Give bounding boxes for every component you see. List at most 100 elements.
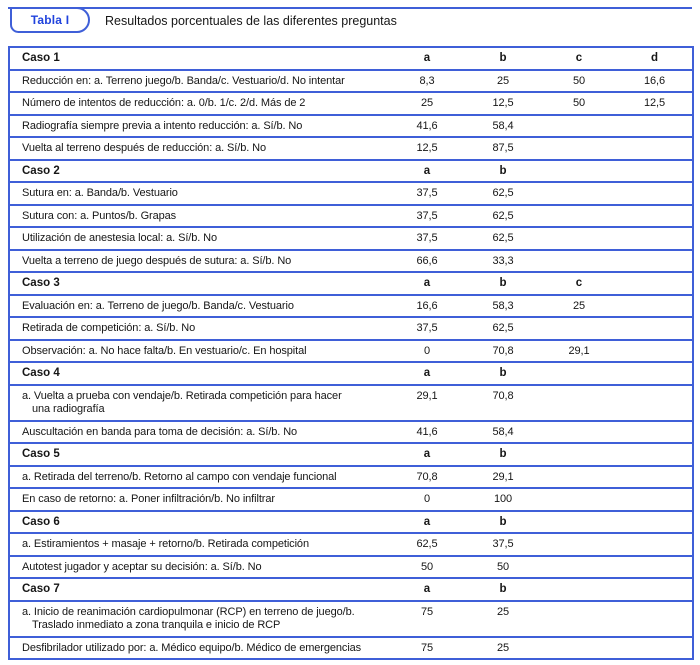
value-cell: 25 xyxy=(389,91,465,115)
question-label-cell: Vuelta al terreno después de reducción: … xyxy=(9,136,389,160)
value-cell xyxy=(541,203,617,227)
question-label: a. Vuelta a prueba con vendaje/b. Retira… xyxy=(22,389,342,402)
value-cell: 29,1 xyxy=(465,464,541,488)
value-cell: 37,5 xyxy=(389,203,465,227)
column-letter: b xyxy=(499,52,507,64)
value-cell: 70,8 xyxy=(465,338,541,362)
question-label: Sutura con: a. Puntos/b. Grapas xyxy=(22,209,177,222)
value-cell: 70,8 xyxy=(465,383,541,421)
value-cell xyxy=(617,338,693,362)
value-cell xyxy=(617,181,693,205)
table-row: a. Inicio de reanimación cardiopulmonar … xyxy=(9,599,693,637)
value-cell xyxy=(541,113,617,137)
value-cell: 58,4 xyxy=(465,419,541,443)
question-label: Sutura en: a. Banda/b. Vestuario xyxy=(22,187,178,199)
column-letter: a xyxy=(389,442,465,466)
value-cell xyxy=(617,248,693,272)
value-cell xyxy=(541,136,617,160)
value-cell xyxy=(541,599,617,637)
value-cell: 62,5 xyxy=(389,532,465,556)
value-cell xyxy=(617,383,693,421)
value-cell: 25 xyxy=(465,599,541,637)
question-label-cell: Observación: a. No hace falta/b. En vest… xyxy=(9,338,389,362)
value-cell: 75 xyxy=(389,599,465,637)
value-cell xyxy=(617,554,693,578)
value-cell xyxy=(617,136,693,160)
value-cell: 16,6 xyxy=(389,293,465,317)
value-cell: 29,1 xyxy=(541,338,617,362)
table-row: a. Vuelta a prueba con vendaje/b. Retira… xyxy=(9,383,693,421)
column-letter xyxy=(541,158,617,182)
column-letter xyxy=(541,442,617,466)
value-cell: 62,5 xyxy=(465,203,541,227)
question-label: Evaluación en: a. Terreno de juego/b. Ba… xyxy=(22,299,294,312)
question-label: Utilización de anestesia local: a. Sí/b.… xyxy=(22,232,218,244)
question-label-cell: a. Estiramientos + masaje + retorno/b. R… xyxy=(9,532,389,556)
value-cell: 25 xyxy=(465,635,541,659)
table-row: Vuelta a terreno de juego después de sut… xyxy=(9,248,693,272)
table-row: a. Retirada del terreno/b. Retorno al ca… xyxy=(9,464,693,488)
value-cell: 66,6 xyxy=(389,248,465,272)
value-cell: 41,6 xyxy=(389,419,465,443)
value-cell: 29,1 xyxy=(389,383,465,421)
question-label-cell: a. Retirada del terreno/b. Retorno al ca… xyxy=(9,464,389,488)
value-cell: 100 xyxy=(465,487,541,511)
table-caption-band: Tabla I Resultados porcentuales de las d… xyxy=(8,7,692,37)
column-letter: c xyxy=(541,271,617,295)
value-cell: 37,5 xyxy=(389,316,465,340)
column-letter: a xyxy=(389,361,465,385)
table-row: Retirada de competición: a. Sí/b. No 37,5… xyxy=(9,316,693,340)
table-badge: Tabla I xyxy=(10,7,90,33)
value-cell xyxy=(617,113,693,137)
table-row: Radiografía siempre previa a intento red… xyxy=(9,113,693,137)
value-cell xyxy=(541,181,617,205)
value-cell xyxy=(617,419,693,443)
question-label: a. Estiramientos + masaje + retorno/b. R… xyxy=(22,538,309,550)
column-letter xyxy=(617,442,693,466)
section-title: Caso 2 xyxy=(9,158,389,182)
value-cell xyxy=(541,226,617,250)
table-row: Evaluación en: a. Terreno de juego/b. Ba… xyxy=(9,293,693,317)
value-cell xyxy=(617,599,693,637)
question-label: Vuelta a terreno de juego después de sut… xyxy=(22,254,292,267)
section-title: Caso 6 xyxy=(9,509,389,533)
value-cell: 75 xyxy=(389,635,465,659)
value-cell: 62,5 xyxy=(465,316,541,340)
value-cell xyxy=(541,383,617,421)
question-label: Observación: a. No hace falta/b. En vest… xyxy=(22,344,307,357)
column-letter: d xyxy=(650,52,659,64)
value-cell: 70,8 xyxy=(389,464,465,488)
question-label: Retirada de competición: a. Sí/b. No xyxy=(22,322,196,334)
top-rule xyxy=(8,7,692,9)
question-label-cell: Autotest jugador y aceptar su decisión: … xyxy=(9,554,389,578)
value-cell: 25 xyxy=(541,293,617,317)
value-cell: 12,5 xyxy=(389,136,465,160)
column-letter xyxy=(617,271,693,295)
question-label: Número de intentos de reducción: a. 0/b.… xyxy=(22,97,306,109)
value-cell: 8,3 xyxy=(389,68,465,92)
question-label-cell: Auscultación en banda para toma de decis… xyxy=(9,419,389,443)
value-cell xyxy=(617,487,693,511)
section-title: Caso 5 xyxy=(9,442,389,466)
question-label: Autotest jugador y aceptar su decisión: … xyxy=(22,560,262,573)
question-label-cell: Sutura en: a. Banda/b. Vestuario xyxy=(9,181,389,205)
question-label-cell: Vuelta a terreno de juego después de sut… xyxy=(9,248,389,272)
question-label-cell: a. Inicio de reanimación cardiopulmonar … xyxy=(9,599,389,637)
table-row: Desfibrilador utilizado por: a. Médico e… xyxy=(9,635,693,659)
value-cell: 41,6 xyxy=(389,113,465,137)
value-cell: 50 xyxy=(541,91,617,115)
value-cell xyxy=(541,554,617,578)
value-cell: 58,3 xyxy=(465,293,541,317)
column-letter xyxy=(541,577,617,601)
question-label-cell: a. Vuelta a prueba con vendaje/b. Retira… xyxy=(9,383,389,421)
table-row: Auscultación en banda para toma de decis… xyxy=(9,419,693,443)
value-cell xyxy=(617,464,693,488)
section-header-row: Caso 1 a b c d xyxy=(9,47,693,70)
value-cell: 16,6 xyxy=(617,68,693,92)
value-cell xyxy=(617,203,693,227)
question-label: a. Retirada del terreno/b. Retorno al ca… xyxy=(22,470,337,483)
value-cell xyxy=(617,635,693,659)
